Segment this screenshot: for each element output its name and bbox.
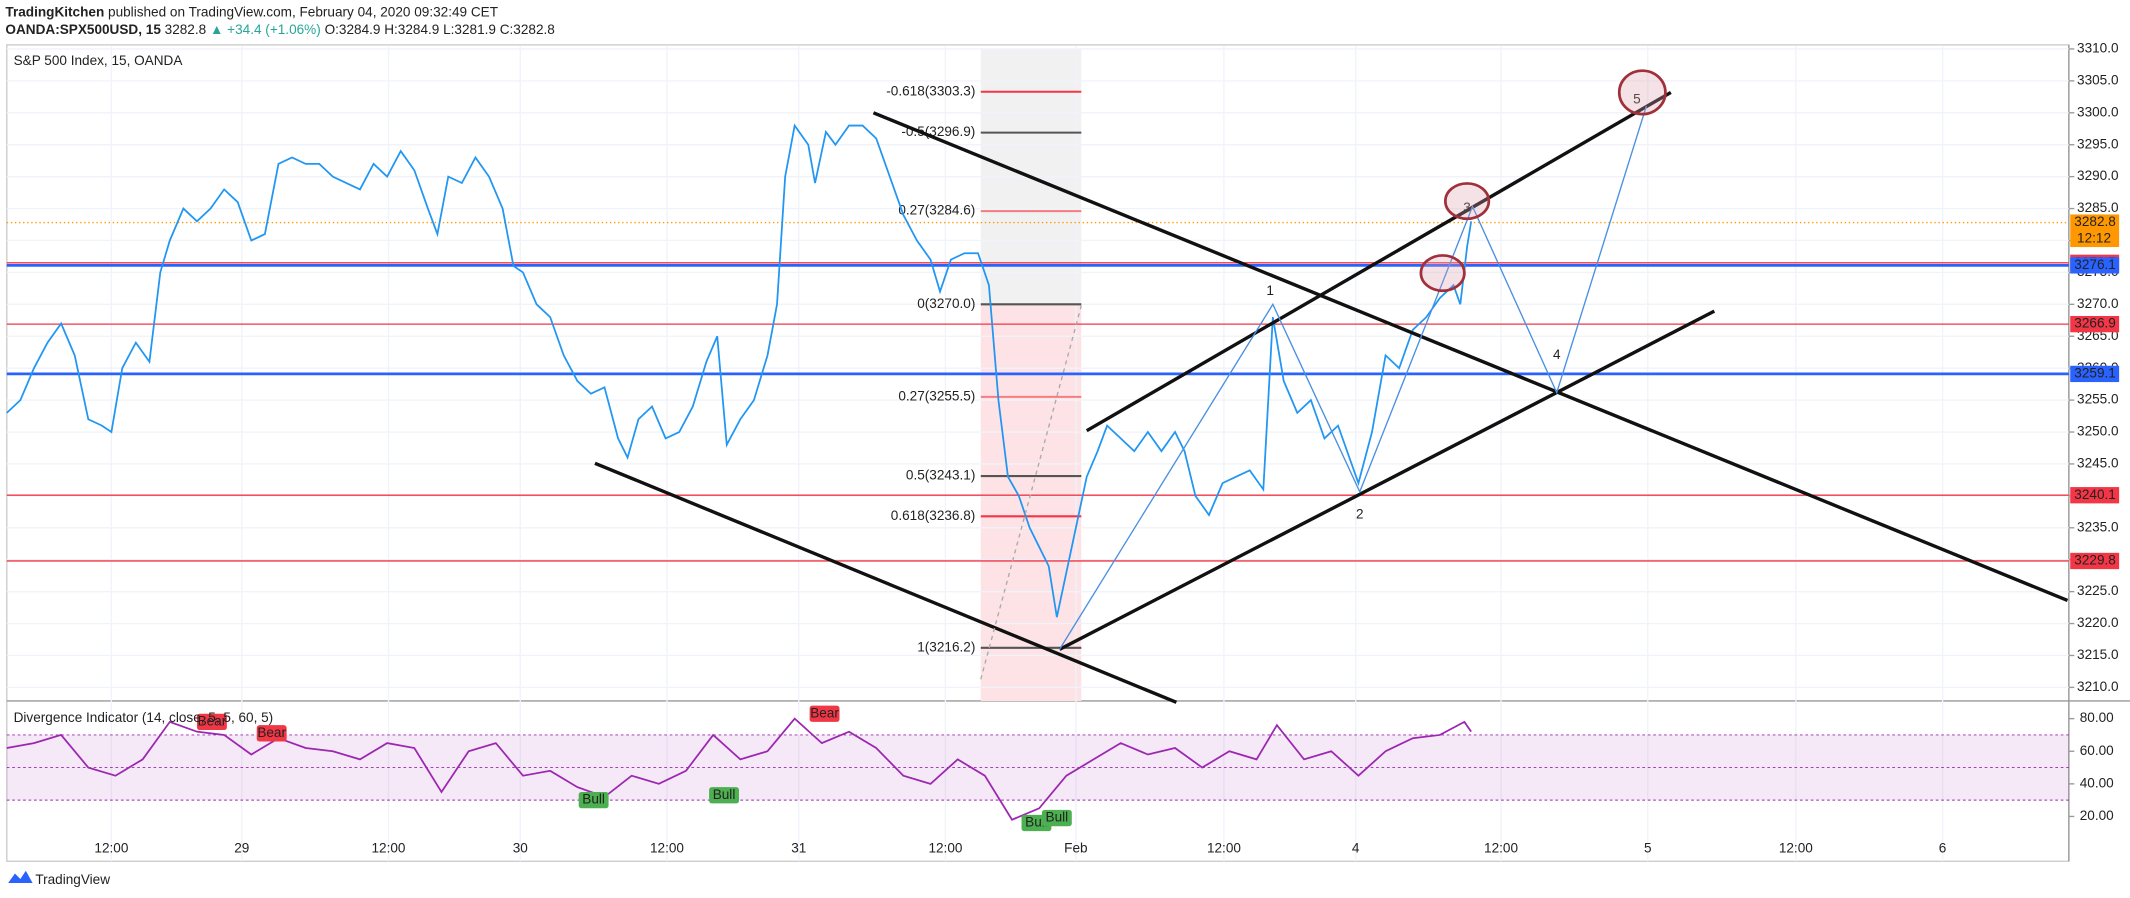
- chart-layer: 12:00 29 12:00 30 12:00 31 12:00 Feb 12:00 4 12:00…: [6, 41, 2120, 862]
- x-tick-label: 12:00: [1207, 841, 1241, 856]
- y-tick-label: 80.00: [2080, 710, 2114, 725]
- wave-label: 2: [1356, 507, 1364, 522]
- level-tag: [2070, 487, 2120, 504]
- wave-label: 5: [1633, 92, 1641, 107]
- countdown: 12:12: [2077, 231, 2111, 246]
- signal-tag: [578, 792, 609, 809]
- x-tick-label: 12:00: [94, 841, 128, 856]
- ohlc: O:3284.9 H:3284.9 L:3281.9 C:3282.8: [325, 22, 555, 37]
- x-tick-label: 31: [791, 841, 806, 856]
- wave-label: 1: [1266, 283, 1274, 298]
- signal-label: Bull: [582, 792, 605, 807]
- x-tick-label: 12:00: [928, 841, 962, 856]
- x-tick-label: 12:00: [1779, 841, 1813, 856]
- trend-line: [594, 461, 1178, 704]
- level-label: 3276.1: [2074, 257, 2116, 272]
- logo: [8, 870, 33, 884]
- highlight-circle: [1419, 254, 1466, 293]
- change: ▲ +34.4 (+1.06%): [210, 22, 321, 37]
- y-tick-label: 60.00: [2080, 743, 2114, 758]
- signal-label: Bull: [1046, 810, 1069, 825]
- signal-tag: [196, 713, 227, 731]
- level-tag: [2070, 315, 2120, 333]
- y-tick-label: 3225.0: [2077, 583, 2119, 598]
- y-tick-label: 3210.0: [2077, 679, 2119, 694]
- indicator-line: [6, 717, 1472, 821]
- signal-label: Bull: [713, 787, 736, 802]
- y-tick-label: 3270.0: [2077, 296, 2119, 311]
- symbol-line: OANDA:SPX500USD, 15 3282.8 ▲ +34.4 (+1.0…: [5, 22, 554, 37]
- signal-tag: [809, 705, 840, 722]
- last: 3282.8: [165, 22, 207, 37]
- y-tick-label: 3245.0: [2077, 456, 2119, 471]
- x-tick-label: 12:00: [372, 841, 406, 856]
- fib-label: -0.618(3303.3): [886, 83, 975, 98]
- header-line: TradingKitchen published on TradingView.…: [5, 4, 498, 19]
- x-tick-label: Feb: [1064, 841, 1087, 856]
- y-tick-label: 3255.0: [2077, 392, 2119, 407]
- x-tick-label: 30: [513, 841, 529, 856]
- publisher: TradingKitchen: [5, 4, 104, 19]
- wave-label: 4: [1553, 347, 1561, 362]
- level-tag: [2070, 365, 2120, 383]
- y-tick-label: 40.00: [2080, 775, 2114, 790]
- level-tag: [2070, 552, 2120, 570]
- last-price-tag: [2070, 214, 2120, 248]
- level-label: 3266.9: [2074, 316, 2116, 331]
- y-tick-label: 3310.0: [2077, 41, 2119, 56]
- fib-label: 0.618(3236.8): [891, 508, 976, 523]
- fib-label: 0(3270.0): [917, 296, 975, 311]
- level-label: 3259.1: [2074, 366, 2116, 381]
- signal-tag: [256, 725, 287, 742]
- highlight-circle: [1617, 69, 1667, 116]
- x-tick-label: 4: [1352, 841, 1360, 856]
- level-tag: [2070, 257, 2120, 274]
- symbol: OANDA:SPX500USD, 15: [5, 22, 161, 37]
- trend-line: [1058, 309, 1716, 651]
- y-tick-label: 3235.0: [2077, 519, 2119, 534]
- level-label: 3229.8: [2074, 553, 2116, 568]
- footer: TradingView: [35, 872, 110, 887]
- x-tick-label: 5: [1644, 841, 1652, 856]
- signal-tag: [709, 787, 739, 804]
- x-tick-label: 12:00: [650, 841, 684, 856]
- x-tick-label: 29: [234, 841, 249, 856]
- trend-line: [1085, 90, 1672, 433]
- fib-label: 0.27(3284.6): [898, 203, 975, 218]
- chart-title: S&P 500 Index, 15, OANDA: [14, 53, 184, 68]
- drawings: [594, 69, 2069, 704]
- fib-label: 0.27(3255.5): [898, 388, 975, 403]
- y-tick-label: 3305.0: [2077, 72, 2119, 87]
- level-label: 3240.1: [2074, 487, 2116, 502]
- trend-line: [872, 111, 2069, 603]
- indicator-title: Divergence Indicator (14, close, 5, 5, 6…: [14, 710, 274, 725]
- x-tick-label: 6: [1939, 841, 1947, 856]
- y-tick-label: 3220.0: [2077, 615, 2119, 630]
- y-tick-label: 3250.0: [2077, 424, 2119, 439]
- signal-label: Bear: [257, 725, 286, 740]
- last-price-label: 3282.8: [2074, 214, 2116, 229]
- fib-label: 0.5(3243.1): [906, 468, 975, 483]
- highlight-circle: [1443, 182, 1491, 221]
- band: [6, 734, 2069, 801]
- signal-label: Bear: [198, 714, 227, 729]
- signal-label: Bear: [810, 705, 839, 720]
- wave-path: [1058, 105, 1648, 650]
- wave-label: 3: [1463, 200, 1471, 215]
- y-tick-label: 3295.0: [2077, 136, 2119, 151]
- y-tick-label: 3290.0: [2077, 168, 2119, 183]
- price-line: [6, 123, 1473, 618]
- x-tick-label: 12:00: [1484, 841, 1518, 856]
- fib-label: 1(3216.2): [917, 639, 975, 654]
- published: published on TradingView.com, February 0…: [108, 4, 498, 19]
- fib-label: -0.5(3296.9): [901, 124, 975, 139]
- y-tick-label: 3300.0: [2077, 104, 2119, 119]
- y-tick-label: 20.00: [2080, 808, 2114, 823]
- y-tick-label: 3285.0: [2077, 200, 2119, 215]
- signal-tag: [1041, 809, 1072, 827]
- y-tick-label: 3215.0: [2077, 647, 2119, 662]
